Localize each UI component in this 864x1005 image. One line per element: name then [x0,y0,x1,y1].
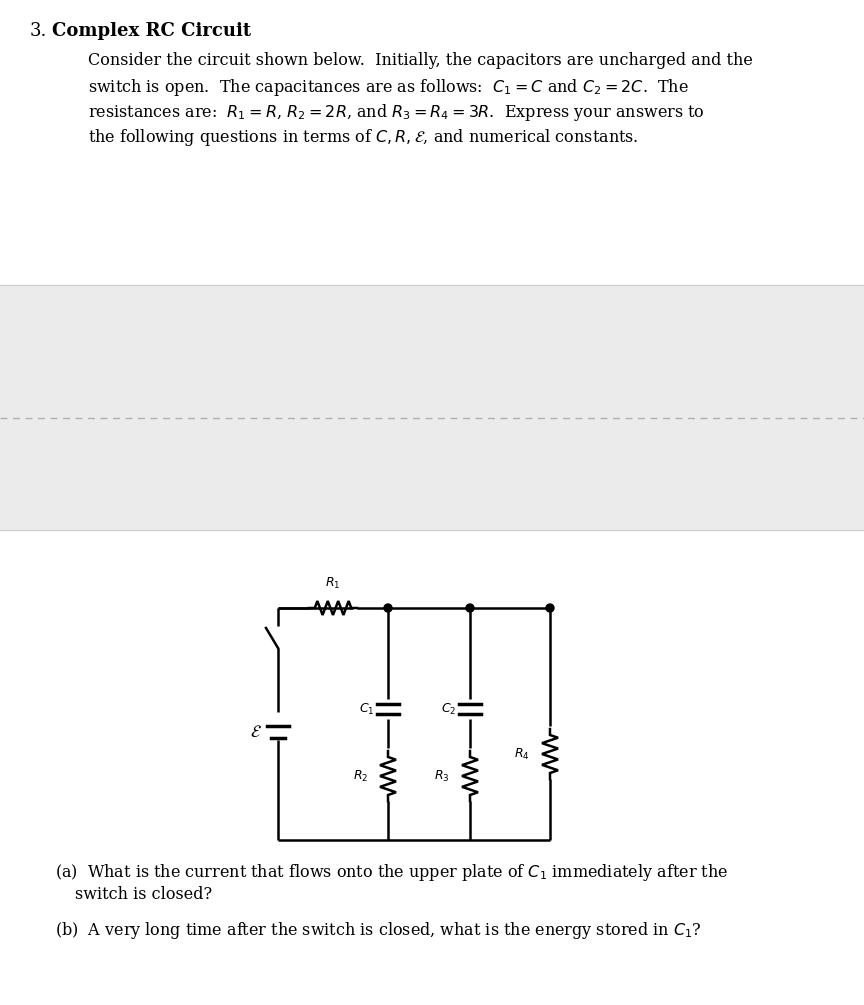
Text: Consider the circuit shown below.  Initially, the capacitors are uncharged and t: Consider the circuit shown below. Initia… [88,52,753,69]
Bar [0,285,864,530]
Text: $C_1$: $C_1$ [359,701,374,717]
Text: $R_1$: $R_1$ [325,576,340,591]
Text: Complex RC Circuit: Complex RC Circuit [52,22,251,40]
Text: $C_2$: $C_2$ [441,701,456,717]
Text: $R_3$: $R_3$ [435,769,450,784]
Text: (a)  What is the current that flows onto the upper plate of $C_1$ immediately af: (a) What is the current that flows onto … [55,862,728,883]
Text: 3.: 3. [30,22,48,40]
Text: $R_4$: $R_4$ [514,747,530,762]
Circle shape [466,604,474,612]
Circle shape [384,604,392,612]
Circle shape [546,604,554,612]
Text: the following questions in terms of $C, R, \mathcal{E}$, and numerical constants: the following questions in terms of $C, … [88,127,638,148]
Text: resistances are:  $R_1 = R$, $R_2 = 2R$, and $R_3 = R_4 = 3R$.  Express your ans: resistances are: $R_1 = R$, $R_2 = 2R$, … [88,102,705,123]
Text: $R_2$: $R_2$ [353,769,368,784]
Text: (b)  A very long time after the switch is closed, what is the energy stored in $: (b) A very long time after the switch is… [55,920,702,941]
Text: $\mathcal{E}$: $\mathcal{E}$ [250,724,262,741]
Text: switch is open.  The capacitances are as follows:  $C_1 = C$ and $C_2 = 2C$.  Th: switch is open. The capacitances are as … [88,77,689,98]
Text: switch is closed?: switch is closed? [75,886,213,903]
